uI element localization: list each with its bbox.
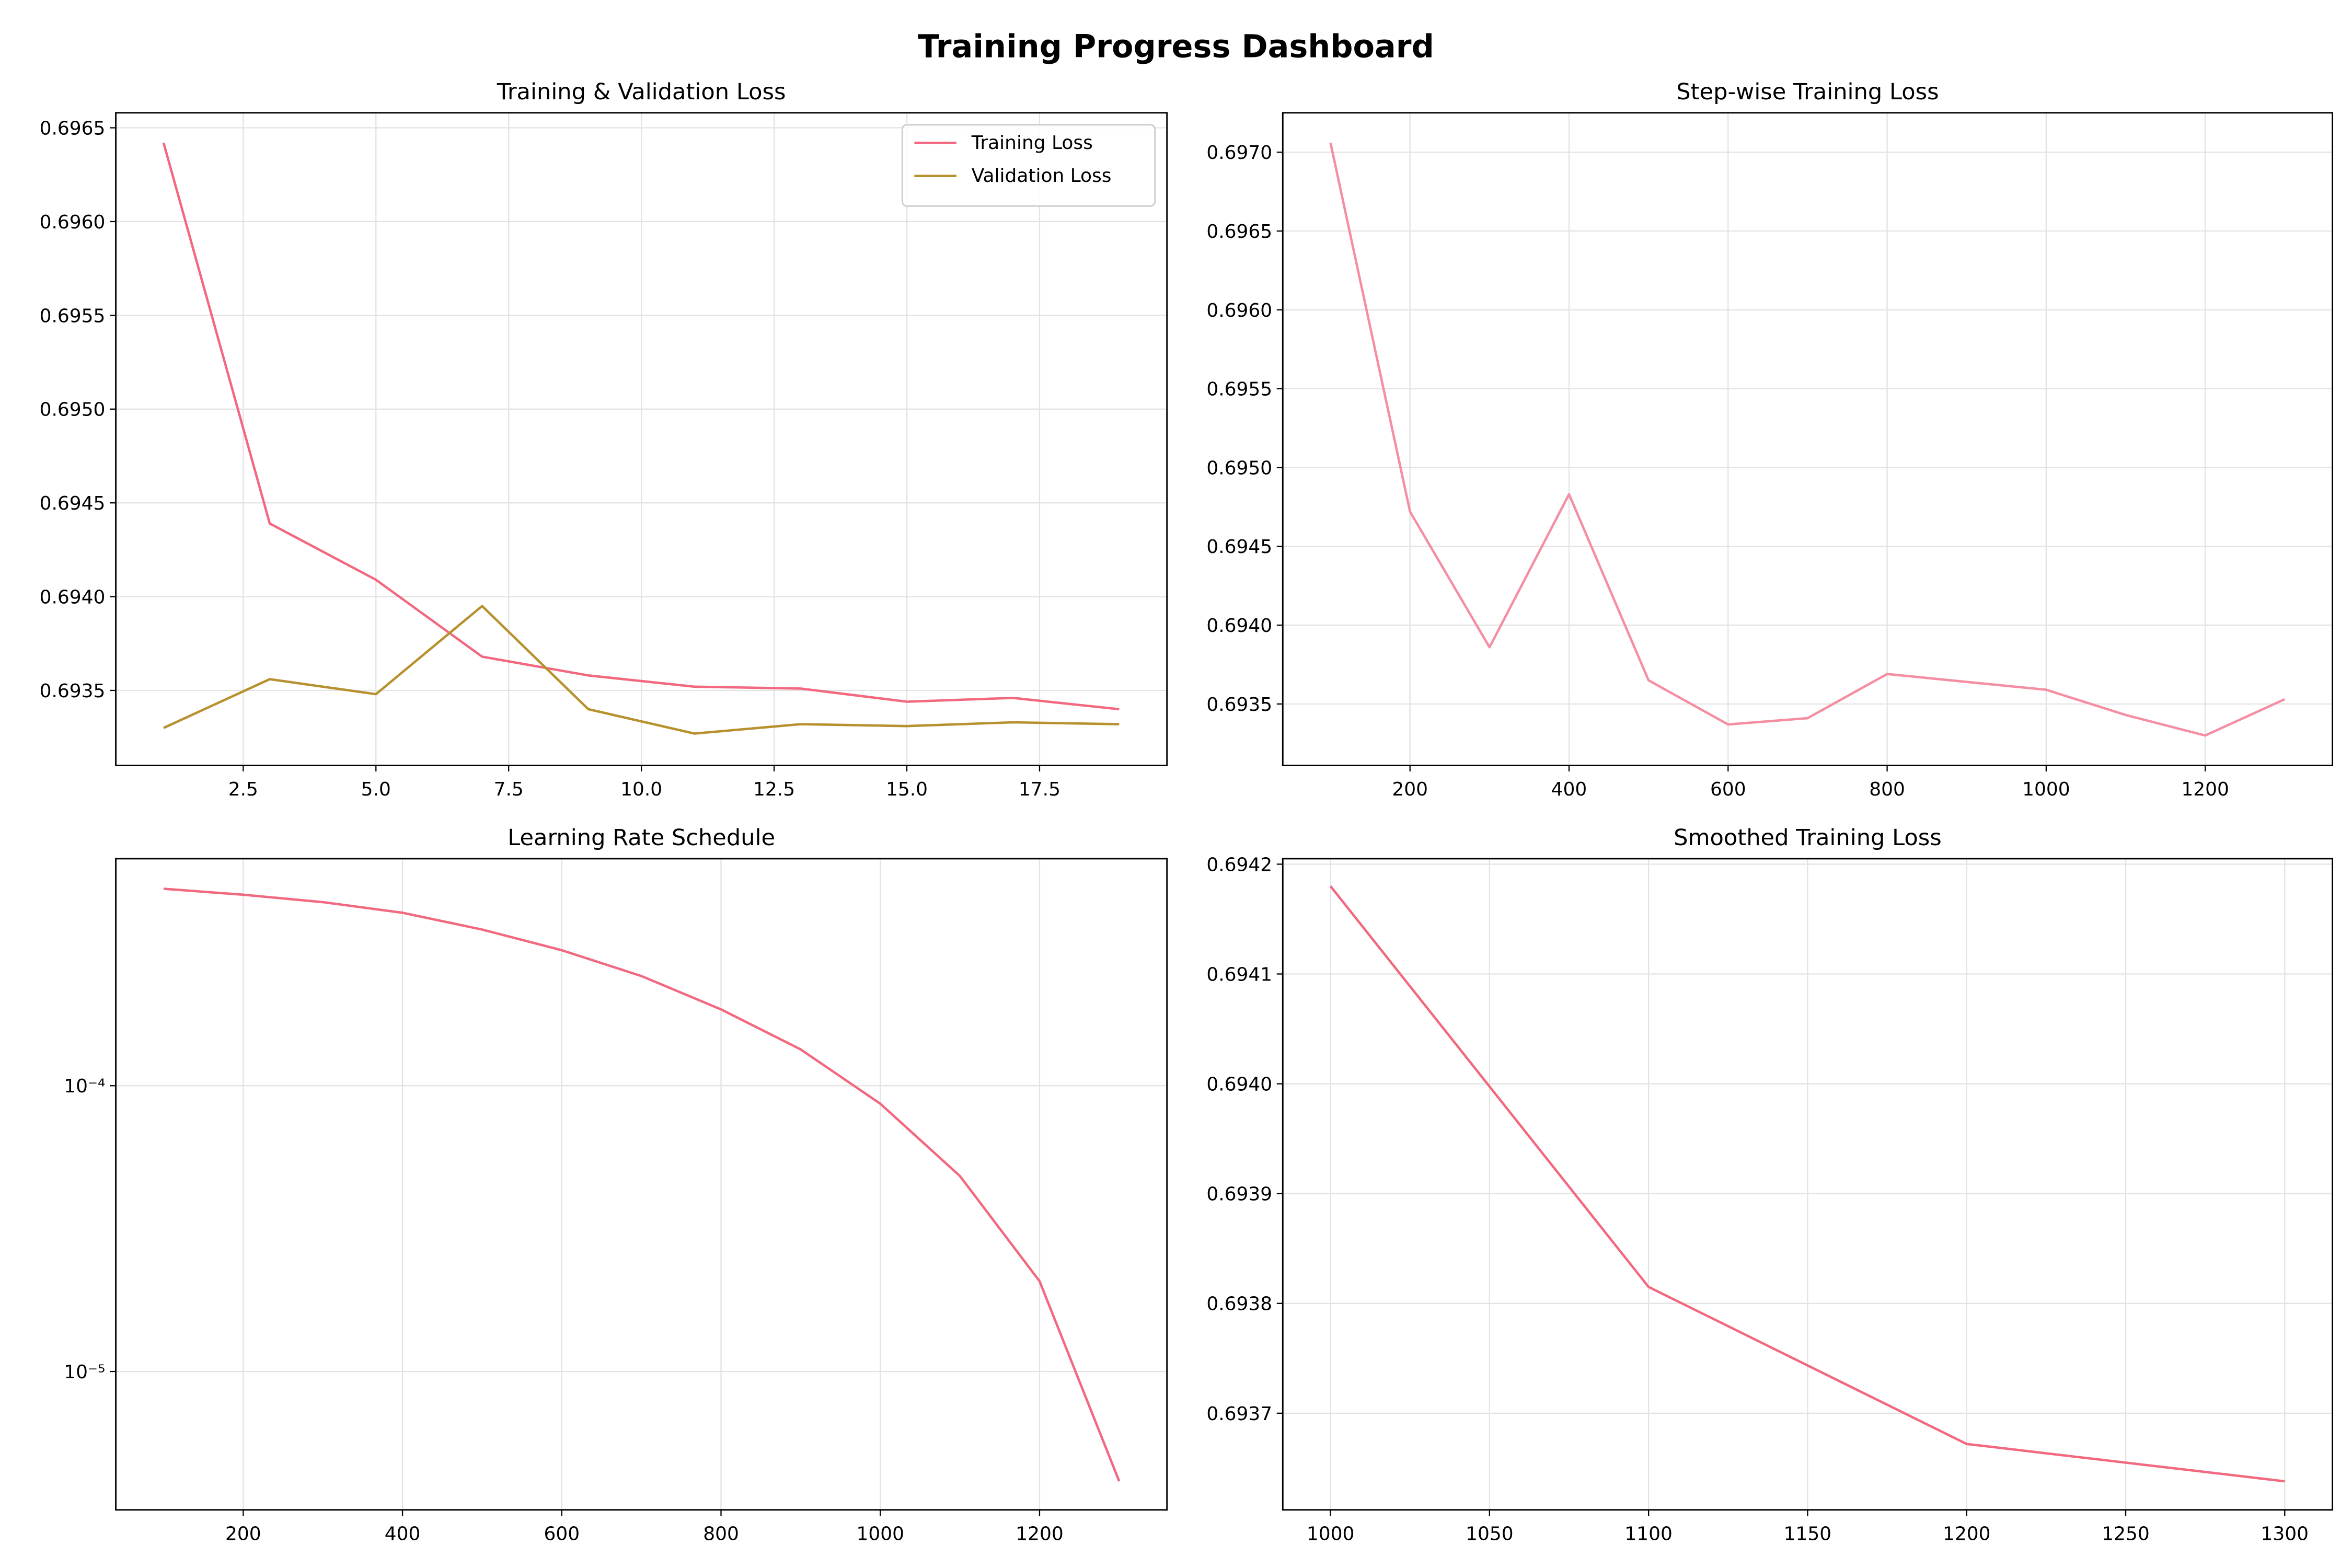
series-line [162, 142, 1120, 711]
y-tick-label: 10⁻⁵ [64, 1362, 105, 1383]
x-tick-label: 1000 [2022, 779, 2070, 800]
x-tick-label: 5.0 [361, 779, 391, 800]
x-tick-label: 1200 [1016, 1523, 1064, 1544]
x-tick-label: 800 [1869, 779, 1905, 800]
legend: Training Loss Validation Loss [901, 124, 1156, 207]
x-tick-label: 400 [1551, 779, 1587, 800]
y-tick-label: 0.6939 [1206, 1184, 1272, 1205]
series-line [163, 605, 1120, 735]
axes-frame [115, 112, 1168, 766]
dashboard-title: Training Progress Dashboard [918, 28, 1434, 65]
x-tick-label: 1150 [1784, 1523, 1832, 1544]
x-tick-label: 15.0 [886, 779, 928, 800]
x-tick-label: 1000 [856, 1523, 904, 1544]
y-tick-label: 0.6945 [1206, 536, 1272, 558]
y-tick-label: 10⁻⁴ [64, 1076, 105, 1097]
y-tick-label: 0.6938 [1206, 1294, 1272, 1315]
axes-frame [1282, 112, 2334, 766]
x-tick-label: 600 [544, 1523, 580, 1544]
legend-label: Training Loss [971, 132, 1093, 154]
x-tick-label: 600 [1710, 779, 1746, 800]
y-tick-label: 0.6945 [40, 493, 106, 514]
x-tick-label: 10.0 [620, 779, 662, 800]
subplot: Learning Rate Schedule 200 400 600 800 1000 12… [64, 825, 1168, 1544]
y-tick-label: 0.6940 [1206, 1074, 1272, 1096]
subplot: Step-wise Training Loss 200 400 600 800 1000 1… [1206, 79, 2334, 800]
x-tick-label: 1300 [2261, 1523, 2309, 1544]
series-line [1329, 142, 2286, 737]
y-tick-label: 0.6970 [1206, 142, 1272, 164]
y-tick-label: 0.6942 [1206, 854, 1272, 875]
x-tick-label: 1200 [2181, 779, 2229, 800]
x-tick-label: 400 [385, 1523, 421, 1544]
legend-label: Validation Loss [972, 165, 1112, 187]
y-tick-label: 0.6960 [40, 212, 106, 233]
x-tick-label: 1050 [1466, 1523, 1514, 1544]
x-tick-label: 1100 [1624, 1523, 1672, 1544]
series-line [163, 887, 1121, 1482]
x-tick-label: 7.5 [494, 779, 524, 800]
y-tick-label: 0.6955 [1206, 379, 1272, 400]
x-tick-label: 2.5 [228, 779, 258, 800]
y-tick-label: 0.6940 [1206, 615, 1272, 637]
x-tick-label: 17.5 [1019, 779, 1060, 800]
x-tick-label: 1250 [2102, 1523, 2150, 1544]
axes-frame [115, 858, 1168, 1511]
y-tick-label: 0.6965 [40, 118, 106, 139]
subplot-title: Learning Rate Schedule [508, 825, 775, 851]
subplot-title: Smoothed Training Loss [1674, 825, 1942, 851]
subplot: Smoothed Training Loss 1000 1050 1100 1150 12… [1206, 825, 2334, 1544]
subplot: Training & Validation Loss 2.5 5.0 7.5 10.0 1… [40, 79, 1168, 800]
x-tick-label: 12.5 [753, 779, 795, 800]
x-tick-label: 200 [1392, 779, 1428, 800]
legend-box [901, 124, 1156, 207]
y-tick-label: 0.6955 [40, 305, 106, 327]
y-tick-label: 0.6937 [1206, 1403, 1272, 1425]
subplot-title: Step-wise Training Loss [1676, 79, 1939, 105]
x-tick-label: 800 [703, 1523, 739, 1544]
y-tick-label: 0.6935 [40, 681, 106, 702]
y-tick-label: 0.6950 [40, 399, 106, 421]
axes-frame [1282, 858, 2334, 1511]
y-tick-label: 0.6941 [1206, 964, 1272, 985]
x-tick-label: 200 [225, 1523, 261, 1544]
y-tick-label: 0.6960 [1206, 300, 1272, 321]
y-tick-label: 0.6935 [1206, 694, 1272, 716]
x-tick-label: 1200 [1943, 1523, 1990, 1544]
y-tick-label: 0.6965 [1206, 221, 1272, 243]
series-line [1329, 885, 2285, 1483]
y-tick-label: 0.6950 [1206, 457, 1272, 479]
y-tick-label: 0.6940 [40, 587, 106, 608]
x-tick-label: 1000 [1307, 1523, 1355, 1544]
subplot-title: Training & Validation Loss [497, 79, 786, 105]
